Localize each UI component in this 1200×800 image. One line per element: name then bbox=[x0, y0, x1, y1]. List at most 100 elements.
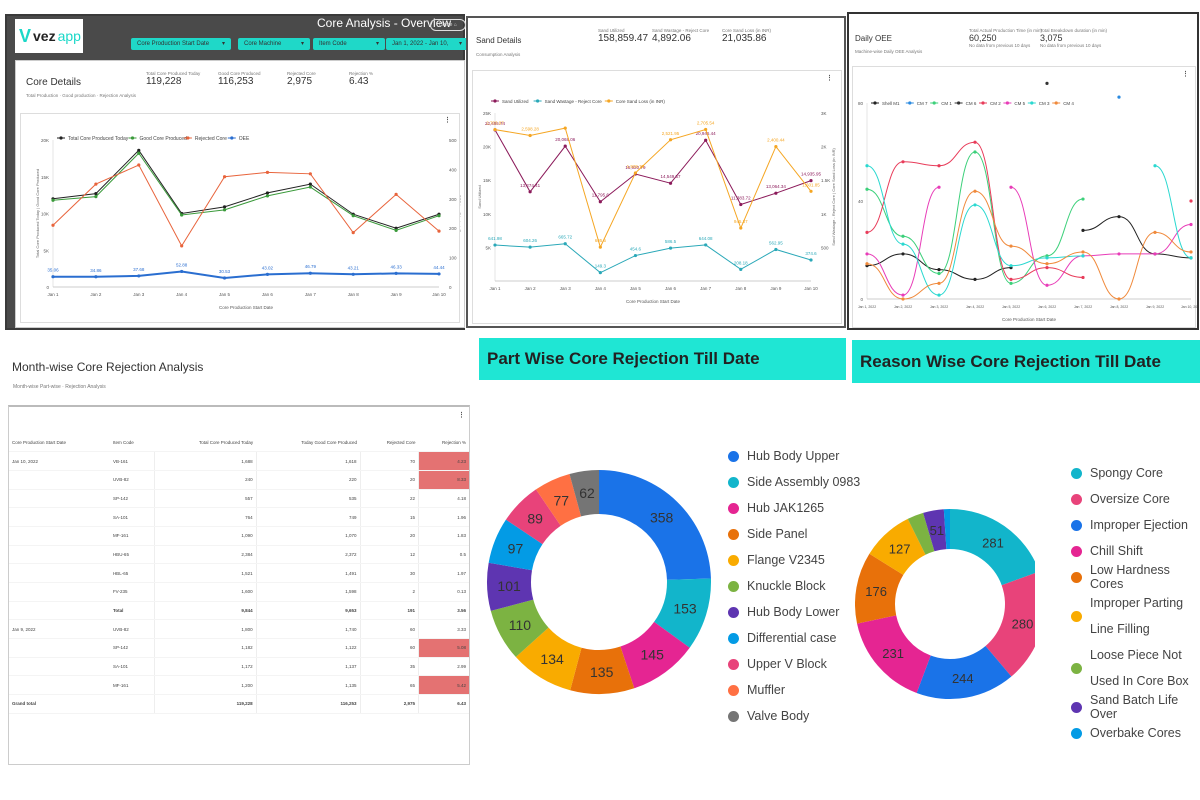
reason-wise-donut-chart: 281 280 244 231 176 127 51 bbox=[855, 509, 1035, 699]
legend-item[interactable]: Muffler bbox=[728, 677, 860, 703]
x-tick-label: Jan 3 bbox=[560, 286, 572, 291]
legend-item[interactable]: Chill Shift bbox=[1071, 538, 1200, 564]
data-point bbox=[94, 194, 98, 199]
filter-core-machine[interactable]: Core Machine ▾ bbox=[238, 38, 310, 50]
legend-marker bbox=[186, 136, 190, 140]
legend-item[interactable]: Loose Piece Not Used In Core Box bbox=[1071, 642, 1200, 694]
data-label: 52.88 bbox=[176, 262, 188, 267]
core-details-chart: Jan 1 Jan 2 Jan 3 Jan 4 Jan 5 Jan 6 Jan 7 Jan 8… bbox=[35, 136, 461, 310]
legend-item[interactable]: Upper V Block bbox=[728, 651, 860, 677]
cell-item: SP-142 bbox=[109, 489, 155, 509]
legend-item[interactable]: Oversize Core bbox=[1071, 486, 1200, 512]
legend-item[interactable]: Differential case bbox=[728, 625, 860, 651]
kpi-core-sand-loss: Core Sand Loss (in INR) 21,035.86 bbox=[722, 28, 771, 44]
y-axis-title: Sand Utilized bbox=[477, 185, 482, 209]
legend-label: Chill Shift bbox=[1090, 544, 1143, 558]
grand-total-row: Grand total 119,228 116,253 2,975 6.43 bbox=[9, 694, 469, 714]
legend-item[interactable]: Hub Body Lower bbox=[728, 599, 860, 625]
legend-item[interactable]: Hub JAK1265 bbox=[728, 495, 860, 521]
y-tick-label: 0 bbox=[46, 285, 49, 290]
data-point bbox=[437, 229, 441, 233]
filter-date-range[interactable]: Jan 1, 2022 - Jan 10, ▾ bbox=[386, 38, 468, 50]
legend-item[interactable]: Improper Ejection bbox=[1071, 512, 1200, 538]
legend-item[interactable]: Low Hardness Cores bbox=[1071, 563, 1200, 591]
data-point bbox=[901, 297, 905, 301]
legend-label: CM 3 bbox=[1039, 101, 1050, 106]
legend-label: OEE bbox=[239, 136, 250, 142]
data-point bbox=[1117, 252, 1121, 256]
legend-item[interactable]: Sand Batch Life Over bbox=[1071, 693, 1200, 721]
y2-axis-title: Rejected Core | OEE bbox=[459, 195, 461, 233]
filter-label: Item Code bbox=[319, 41, 347, 47]
legend-marker bbox=[873, 101, 877, 105]
cell-pct: 2.99 bbox=[418, 657, 469, 677]
x-tick-label: Jan 5, 2022 bbox=[1002, 305, 1020, 309]
more-menu-icon[interactable]: ⋮ bbox=[458, 412, 465, 419]
legend-item[interactable]: Hub Body Upper bbox=[728, 443, 860, 469]
legend-label: Side Assembly 0983 bbox=[747, 475, 861, 489]
column-header[interactable]: Total Core Produced Today bbox=[154, 433, 257, 453]
more-menu-icon[interactable]: ⋮ bbox=[1182, 71, 1189, 78]
legend-item[interactable]: Improper Parting Line Filling bbox=[1071, 590, 1200, 642]
y-axis-title: OEE bbox=[853, 196, 854, 205]
data-label: 562.95 bbox=[769, 240, 783, 245]
more-menu-icon[interactable]: ⋮ bbox=[826, 75, 833, 82]
y2-axis-title: Sand Wastage - Reject Core | Core Sand L… bbox=[831, 148, 836, 246]
legend-item[interactable]: Valve Body bbox=[728, 703, 860, 729]
slice-loose-piece-not-used-in-core-box bbox=[907, 512, 935, 555]
data-point bbox=[809, 189, 813, 193]
column-header[interactable]: Core Production Start Date bbox=[9, 433, 110, 453]
legend-swatch-icon bbox=[1071, 467, 1082, 479]
column-header[interactable]: Rejected Core bbox=[360, 433, 419, 453]
legend-item[interactable]: Side Assembly 0983 bbox=[728, 469, 860, 495]
data-point bbox=[809, 179, 813, 183]
legend-marker bbox=[607, 99, 611, 103]
data-point bbox=[437, 214, 441, 218]
kpi-value: 4,892.06 bbox=[652, 33, 691, 44]
home-button[interactable]: Home ⌂ bbox=[430, 19, 466, 31]
legend-swatch-icon bbox=[728, 632, 739, 644]
cell-item: UVB-82 bbox=[109, 470, 155, 490]
kpi-value: 119,228 bbox=[146, 76, 182, 87]
legend-item[interactable]: Flange V2345 bbox=[728, 547, 860, 573]
series-line-cm-5 bbox=[1010, 186, 1192, 286]
series-line-cm-3 bbox=[866, 165, 1084, 296]
column-header[interactable]: Item Code bbox=[109, 433, 155, 453]
x-tick-label: Jan 4, 2022 bbox=[966, 305, 984, 309]
data-point bbox=[865, 252, 869, 256]
dropdown-arrow-icon: ▾ bbox=[221, 41, 225, 47]
legend-label: Upper V Block bbox=[747, 657, 827, 671]
data-point bbox=[1189, 256, 1193, 260]
data-point bbox=[973, 277, 977, 281]
data-label: 945.37 bbox=[734, 219, 748, 224]
data-label: 34.86 bbox=[90, 268, 102, 273]
legend-label: Good Core Produced bbox=[140, 136, 187, 142]
kpi-value: 21,035.86 bbox=[722, 33, 767, 44]
data-point bbox=[739, 202, 743, 207]
column-header[interactable]: Today Good Core Produced bbox=[256, 433, 361, 453]
slice-label: 145 bbox=[641, 647, 665, 663]
cell-total: 557 bbox=[154, 489, 257, 509]
x-axis-title: Core Production Start Date bbox=[1002, 317, 1057, 322]
legend-label: Low Hardness Cores bbox=[1090, 563, 1170, 591]
column-header[interactable]: Rejection % bbox=[418, 433, 469, 453]
series-line-sand-utilized bbox=[494, 129, 812, 206]
cell-rejected: 20 bbox=[359, 470, 419, 490]
legend-item[interactable]: Knuckle Block bbox=[728, 573, 860, 599]
cell-date bbox=[9, 675, 110, 696]
data-point bbox=[865, 187, 869, 191]
cell-date bbox=[9, 563, 110, 583]
data-label: 20,946.44 bbox=[696, 131, 717, 136]
data-point bbox=[937, 185, 941, 189]
data-point bbox=[528, 245, 532, 249]
filter-core-production-start-date[interactable]: Core Production Start Date ▾ bbox=[131, 38, 231, 50]
legend-item[interactable]: Side Panel bbox=[728, 521, 860, 547]
legend-item[interactable]: Overbake Cores bbox=[1071, 720, 1200, 746]
data-point bbox=[394, 226, 398, 230]
more-menu-icon[interactable]: ⋮ bbox=[444, 117, 451, 124]
legend-item[interactable]: Spongy Core bbox=[1071, 460, 1200, 486]
filter-item-code[interactable]: Item Code ▾ bbox=[313, 38, 385, 50]
kpi-value: 116,253 bbox=[218, 76, 254, 87]
slice-side-assembly-0983 bbox=[654, 578, 711, 648]
grand-total-cell: Grand total bbox=[9, 694, 110, 714]
